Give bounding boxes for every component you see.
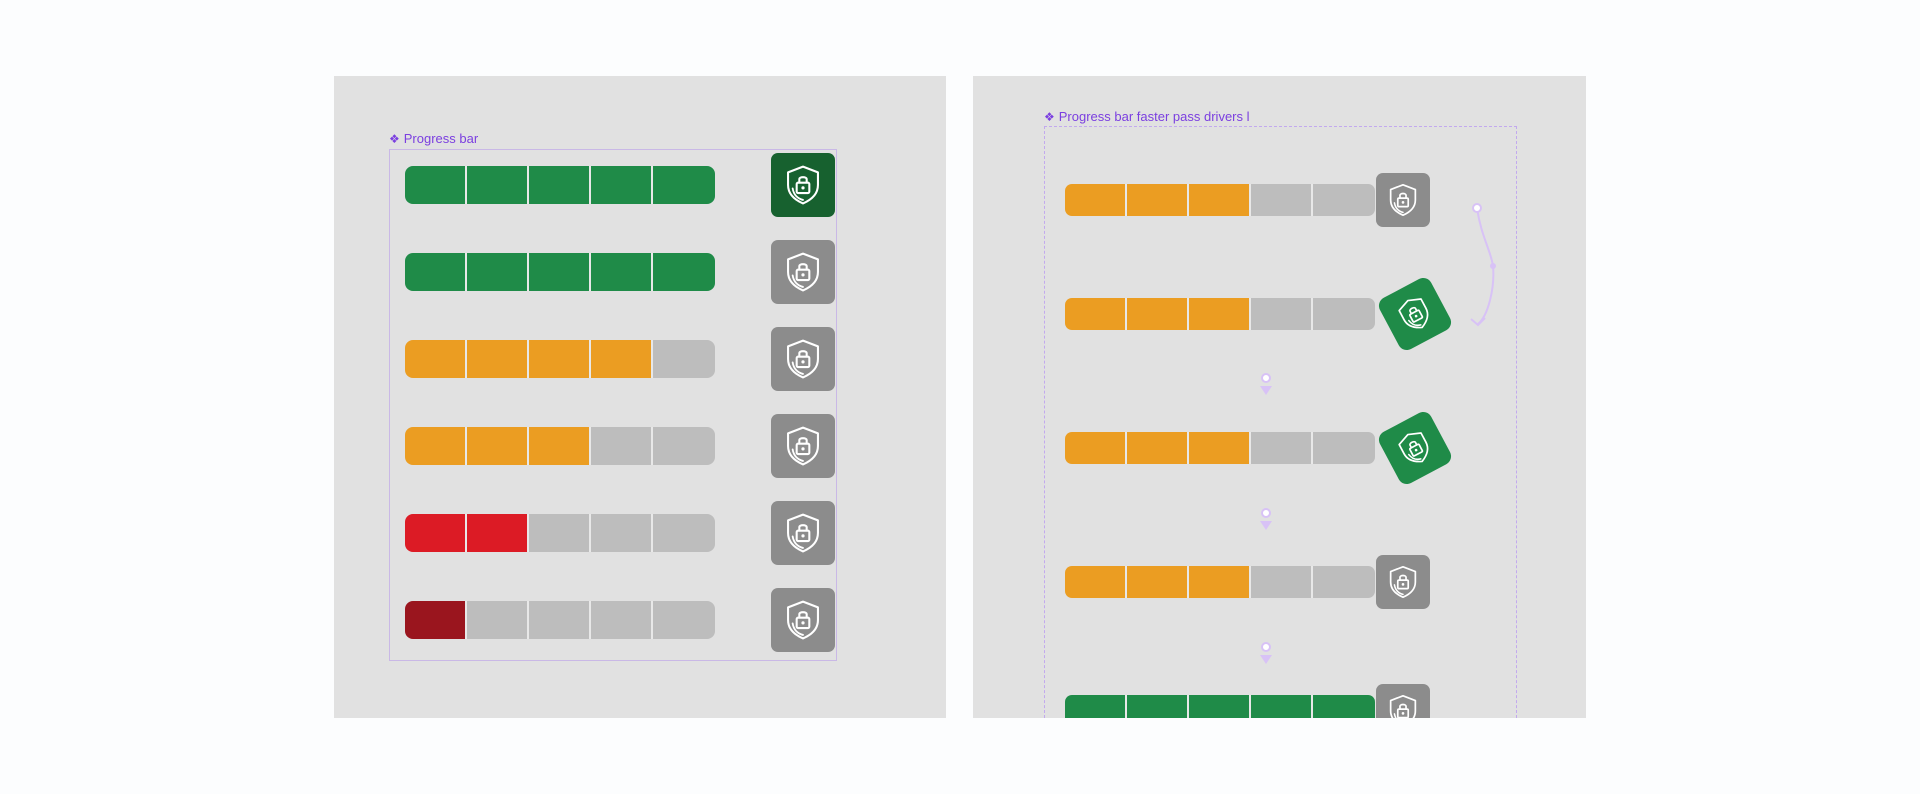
component-icon: ❖ — [1044, 110, 1055, 124]
progress-segment — [1251, 184, 1313, 216]
frame-progress-bar[interactable]: ❖ Progress bar — [334, 76, 946, 718]
shield-lock-icon[interactable] — [1375, 274, 1455, 354]
progress-segment — [405, 427, 467, 465]
connector-handle[interactable] — [1472, 203, 1482, 213]
progress-bar — [1065, 432, 1375, 464]
connector-arrow-icon — [1260, 386, 1272, 395]
progress-segment — [1251, 566, 1313, 598]
progress-segment — [467, 340, 529, 378]
progress-segment — [529, 340, 591, 378]
progress-segment — [653, 166, 715, 204]
connector-handle[interactable] — [1261, 508, 1271, 518]
progress-bar — [1065, 566, 1375, 598]
progress-segment — [1065, 566, 1127, 598]
progress-segment — [591, 427, 653, 465]
progress-segment — [591, 601, 653, 639]
progress-segment — [405, 253, 467, 291]
frame-progress-bar-faster-pass[interactable]: ❖ Progress bar faster pass drivers l — [973, 76, 1586, 718]
progress-segment — [1127, 695, 1189, 718]
progress-segment — [1251, 695, 1313, 718]
progress-segment — [1189, 184, 1251, 216]
progress-bar — [1065, 695, 1375, 718]
shield-lock-icon[interactable] — [1375, 408, 1455, 488]
progress-bar — [405, 253, 715, 291]
progress-segment — [591, 514, 653, 552]
shield-lock-icon[interactable] — [771, 240, 835, 304]
progress-segment — [529, 166, 591, 204]
progress-bar — [405, 166, 715, 204]
progress-segment — [653, 427, 715, 465]
component-label[interactable]: ❖ Progress bar — [389, 131, 478, 147]
progress-segment — [591, 340, 653, 378]
progress-segment — [1313, 566, 1375, 598]
progress-segment — [1065, 298, 1127, 330]
shield-lock-icon[interactable] — [771, 327, 835, 391]
progress-bar — [1065, 184, 1375, 216]
progress-bar — [405, 340, 715, 378]
component-selection-box — [1044, 126, 1517, 718]
progress-segment — [467, 166, 529, 204]
progress-segment — [1065, 432, 1127, 464]
progress-segment — [1313, 184, 1375, 216]
progress-segment — [1065, 184, 1127, 216]
progress-bar — [405, 427, 715, 465]
progress-segment — [1251, 432, 1313, 464]
progress-segment — [591, 166, 653, 204]
progress-segment — [405, 340, 467, 378]
progress-segment — [1127, 184, 1189, 216]
progress-segment — [1127, 432, 1189, 464]
shield-lock-icon[interactable] — [771, 588, 835, 652]
progress-segment — [1127, 298, 1189, 330]
progress-bar — [1065, 298, 1375, 330]
progress-segment — [653, 340, 715, 378]
progress-segment — [1127, 566, 1189, 598]
progress-segment — [529, 601, 591, 639]
shield-lock-icon[interactable] — [1376, 684, 1430, 718]
progress-segment — [467, 427, 529, 465]
component-label-text: Progress bar faster pass drivers l — [1058, 109, 1250, 124]
progress-segment — [1313, 432, 1375, 464]
progress-segment — [1313, 298, 1375, 330]
progress-segment — [529, 514, 591, 552]
progress-segment — [1065, 695, 1127, 718]
progress-segment — [1189, 695, 1251, 718]
progress-segment — [405, 514, 467, 552]
progress-segment — [1189, 298, 1251, 330]
connector-handle[interactable] — [1261, 373, 1271, 383]
progress-segment — [1189, 566, 1251, 598]
progress-segment — [529, 427, 591, 465]
progress-segment — [653, 253, 715, 291]
component-label-text: Progress bar — [403, 131, 479, 146]
progress-segment — [467, 514, 529, 552]
prototype-connector-icon — [1470, 207, 1496, 327]
connector-handle[interactable] — [1261, 642, 1271, 652]
component-icon: ❖ — [389, 132, 400, 146]
connector-arrow-icon — [1260, 521, 1272, 530]
shield-lock-icon[interactable] — [771, 153, 835, 217]
progress-segment — [467, 601, 529, 639]
progress-bar — [405, 601, 715, 639]
progress-segment — [653, 514, 715, 552]
progress-segment — [467, 253, 529, 291]
component-label[interactable]: ❖ Progress bar faster pass drivers l — [1044, 109, 1250, 125]
progress-segment — [1251, 298, 1313, 330]
shield-lock-icon[interactable] — [771, 501, 835, 565]
shield-lock-icon[interactable] — [771, 414, 835, 478]
component-selection-box — [389, 149, 837, 661]
progress-segment — [1189, 432, 1251, 464]
shield-lock-icon[interactable] — [1376, 555, 1430, 609]
progress-bar — [405, 514, 715, 552]
progress-segment — [405, 601, 467, 639]
shield-lock-icon[interactable] — [1376, 173, 1430, 227]
progress-segment — [1313, 695, 1375, 718]
progress-segment — [653, 601, 715, 639]
connector-arrow-icon — [1260, 655, 1272, 664]
progress-segment — [591, 253, 653, 291]
progress-segment — [529, 253, 591, 291]
progress-segment — [405, 166, 467, 204]
